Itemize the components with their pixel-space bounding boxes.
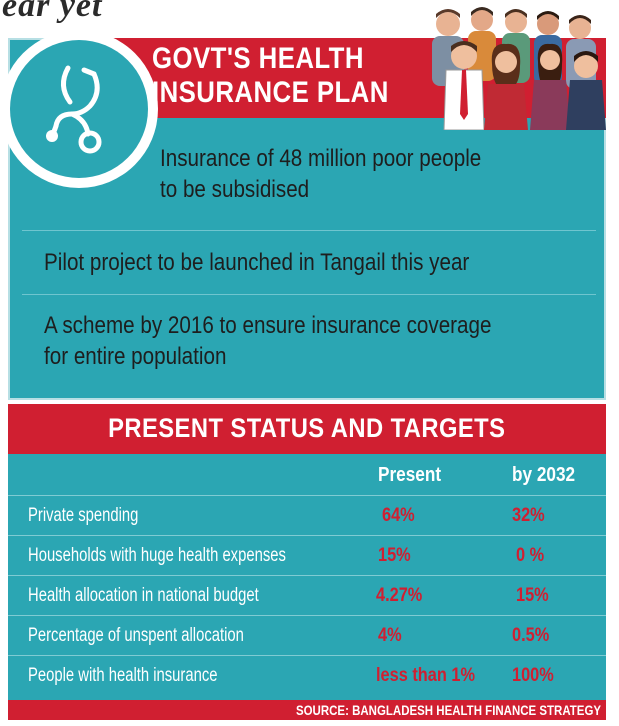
row-divider bbox=[8, 575, 606, 576]
row-divider bbox=[8, 655, 606, 656]
status-title-text: PRESENT STATUS AND TARGETS bbox=[108, 413, 506, 443]
plan-title: GOVT'S HEALTH INSURANCE PLAN bbox=[152, 42, 389, 110]
source-credit: SOURCE: BANGLADESH HEALTH FINANCE STRATE… bbox=[295, 702, 601, 718]
plan-item-1: Insurance of 48 million poor people to b… bbox=[160, 143, 481, 205]
plan-divider-1 bbox=[22, 230, 596, 231]
status-title-bar bbox=[8, 404, 606, 454]
status-panel bbox=[8, 404, 606, 720]
plan-item-3: A scheme by 2016 to ensure insurance cov… bbox=[44, 310, 491, 372]
plan-item-1-line-2: to be subsidised bbox=[160, 176, 310, 203]
table-row: Health allocation in national budget 4.2… bbox=[8, 576, 606, 616]
row-present-value: 4% bbox=[378, 625, 402, 646]
plan-item-3-line-2: for entire population bbox=[44, 343, 227, 370]
row-divider bbox=[8, 495, 606, 496]
stethoscope-icon bbox=[46, 65, 102, 154]
row-present-value: less than 1% bbox=[376, 665, 475, 686]
row-target-value: 100% bbox=[512, 665, 554, 686]
row-divider bbox=[8, 535, 606, 536]
plan-item-1-line-1: Insurance of 48 million poor people bbox=[160, 145, 482, 172]
plan-title-line-2: INSURANCE PLAN bbox=[152, 76, 389, 109]
plan-divider-2 bbox=[22, 294, 596, 295]
row-label: Health allocation in national budget bbox=[28, 585, 259, 606]
plan-title-line-1: GOVT'S HEALTH bbox=[152, 42, 364, 75]
table-row: Private spending 64% 32% bbox=[8, 496, 606, 536]
column-header-target: by 2032 bbox=[512, 464, 576, 486]
plan-item-3-line-1: A scheme by 2016 to ensure insurance cov… bbox=[44, 312, 492, 339]
stethoscope-badge-inner bbox=[10, 40, 148, 178]
status-title: PRESENT STATUS AND TARGETS bbox=[8, 410, 606, 446]
table-row: People with health insurance less than 1… bbox=[8, 656, 606, 696]
row-target-value: 0.5% bbox=[512, 625, 550, 646]
table-row: Percentage of unspent allocation 4% 0.5% bbox=[8, 616, 606, 656]
row-target-value: 15% bbox=[516, 585, 549, 606]
source-bar bbox=[8, 700, 606, 720]
headline-fragment: ear yet bbox=[2, 0, 103, 24]
row-target-value: 32% bbox=[512, 505, 545, 526]
plan-item-2: Pilot project to be launched in Tangail … bbox=[44, 247, 469, 278]
row-present-value: 64% bbox=[382, 505, 415, 526]
row-label: Percentage of unspent allocation bbox=[28, 625, 244, 646]
plan-item-2-line-1: Pilot project to be launched in Tangail … bbox=[44, 249, 470, 276]
column-header-present: Present bbox=[378, 464, 442, 486]
row-present-value: 4.27% bbox=[376, 585, 423, 606]
row-present-value: 15% bbox=[378, 545, 411, 566]
row-divider bbox=[8, 615, 606, 616]
table-row: Households with huge health expenses 15%… bbox=[8, 536, 606, 576]
row-label: Private spending bbox=[28, 505, 139, 526]
row-label: Households with huge health expenses bbox=[28, 545, 286, 566]
row-target-value: 0 % bbox=[516, 545, 545, 566]
row-label: People with health insurance bbox=[28, 665, 218, 686]
people-group-icon bbox=[432, 7, 606, 130]
